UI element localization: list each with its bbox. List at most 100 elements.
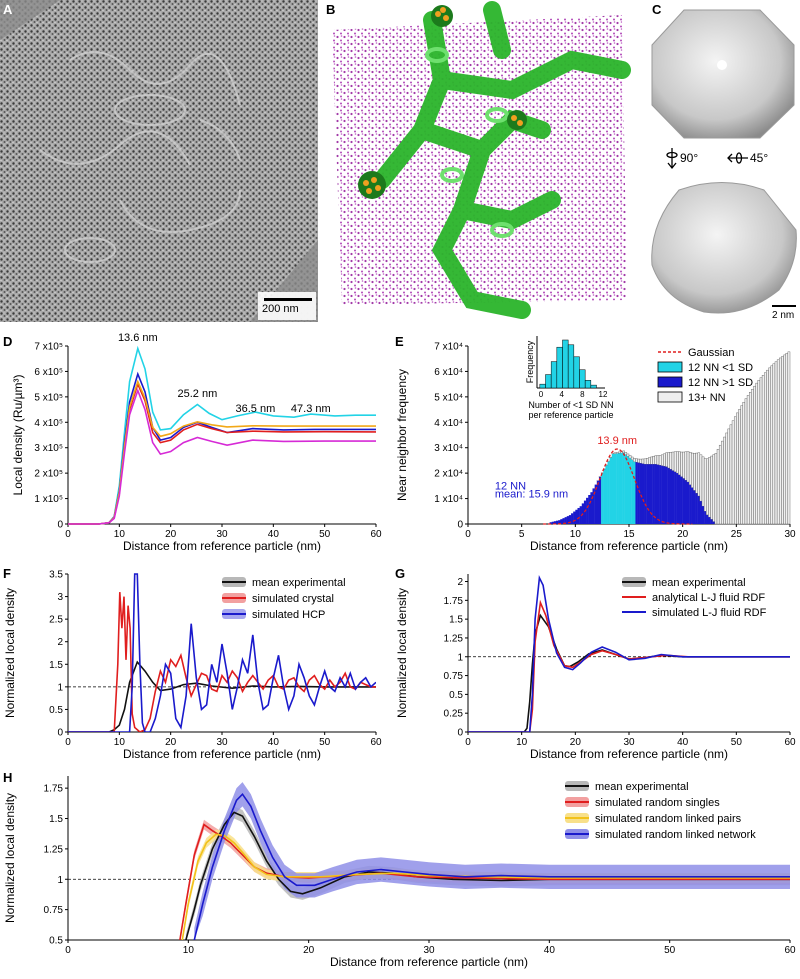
bar-13plus	[719, 445, 721, 524]
bar-12nn	[648, 464, 650, 524]
bar-12nn	[595, 485, 597, 524]
bar-13plus	[614, 453, 616, 454]
bar-12nn	[661, 466, 663, 524]
bar-12nn	[625, 455, 627, 524]
peak-label: 13.9 nm	[597, 435, 637, 447]
panel-label-d: D	[3, 334, 12, 349]
y-tick-label: 1.5	[449, 615, 463, 626]
legend-label: analytical L-J fluid RDF	[652, 592, 765, 604]
bar-13plus	[657, 456, 659, 465]
bar-12nn	[653, 464, 655, 524]
inset-x-label: per reference particle	[528, 410, 613, 420]
y-tick-label: 1.75	[444, 596, 464, 607]
y-tick-label: 6 x10⁵	[34, 367, 63, 378]
bar-13plus	[721, 441, 723, 524]
scalebar-c-label: 2 nm	[772, 310, 794, 321]
inset-tick-label: 12	[599, 390, 608, 399]
y-axis-label: Local density (Ru/µm³)	[11, 375, 25, 496]
data-line	[468, 615, 790, 732]
bar-13plus	[717, 449, 719, 524]
rotation-label-1: 90°	[680, 151, 698, 165]
bar-12nn	[689, 485, 691, 524]
bar-13plus	[754, 386, 756, 524]
y-tick-label: 1 x10⁵	[34, 494, 63, 505]
bar-12nn	[676, 473, 678, 524]
inset-bar	[568, 345, 574, 388]
bar-13plus	[631, 457, 633, 460]
inset-bar	[591, 385, 597, 388]
bar-12nn	[614, 454, 616, 524]
bar-13plus	[644, 459, 646, 464]
y-tick-label: 1.25	[444, 633, 464, 644]
x-tick-label: 50	[664, 945, 676, 956]
tomogram-image	[0, 0, 318, 322]
bar-13plus	[706, 459, 708, 515]
density-line	[68, 349, 376, 525]
bar-13plus	[773, 364, 775, 524]
x-tick-label: 5	[519, 529, 525, 540]
inset-bar	[563, 340, 569, 388]
x-axis-label: Distance from reference particle (nm)	[330, 955, 528, 969]
legend-label: 13+ NN	[688, 392, 726, 404]
x-tick-label: 60	[370, 529, 382, 540]
y-axis-label: Normalized local density	[395, 588, 409, 718]
x-tick-label: 25	[731, 529, 743, 540]
bar-12nn	[674, 472, 676, 524]
bar-12nn	[603, 469, 605, 524]
bar-13plus	[713, 455, 715, 522]
y-tick-label: 1.75	[44, 784, 64, 795]
data-line	[468, 603, 790, 732]
bar-12nn	[627, 456, 629, 524]
bar-13plus	[756, 383, 758, 524]
legend-label: simulated L-J fluid RDF	[652, 607, 767, 619]
bar-13plus	[629, 455, 631, 458]
bar-12nn	[618, 453, 620, 524]
bar-12nn	[556, 521, 558, 524]
x-tick-label: 0	[65, 737, 71, 748]
y-tick-label: 1	[57, 875, 63, 886]
inset-bar	[540, 384, 546, 388]
inset-tick-label: 0	[539, 390, 544, 399]
bar-12nn	[605, 466, 607, 524]
bar-13plus	[693, 453, 695, 490]
y-tick-label: 2 x10⁴	[434, 469, 463, 480]
x-tick-label: 50	[731, 737, 743, 748]
y-tick-label: 0.5	[49, 705, 63, 716]
bar-13plus	[741, 406, 743, 524]
bar-13plus	[769, 368, 771, 524]
x-tick-label: 0	[465, 529, 471, 540]
bar-12nn	[650, 464, 652, 524]
bar-13plus	[730, 425, 732, 524]
bar-12nn	[693, 490, 695, 524]
bar-13plus	[784, 355, 786, 524]
bar-13plus	[627, 454, 629, 456]
bar-12nn	[668, 468, 670, 524]
bar-13plus	[745, 399, 747, 524]
bar-13plus	[708, 457, 710, 517]
bar-12nn	[663, 466, 665, 524]
bar-12nn	[588, 495, 590, 524]
bar-13plus	[659, 455, 661, 465]
bar-13plus	[788, 352, 790, 524]
bar-12nn	[678, 475, 680, 524]
y-tick-label: 0	[57, 520, 63, 531]
bar-12nn	[608, 462, 610, 524]
bar-12nn	[696, 493, 698, 524]
bar-12nn	[575, 510, 577, 524]
scalebar-a-label: 200 nm	[262, 303, 299, 315]
bar-12nn	[620, 453, 622, 524]
bar-13plus	[633, 459, 635, 462]
y-tick-label: 5 x10⁵	[34, 392, 63, 403]
bar-13plus	[711, 456, 713, 519]
density-line	[68, 374, 376, 524]
peak-annotation: 47.3 nm	[291, 403, 331, 415]
legend-label: simulated random linked network	[595, 829, 756, 841]
bar-13plus	[723, 437, 725, 524]
bar-13plus	[743, 402, 745, 524]
bar-13plus	[781, 356, 783, 524]
y-axis-label: Near neighbor frequency	[395, 369, 409, 501]
legend-label: 12 NN <1 SD	[688, 362, 753, 374]
